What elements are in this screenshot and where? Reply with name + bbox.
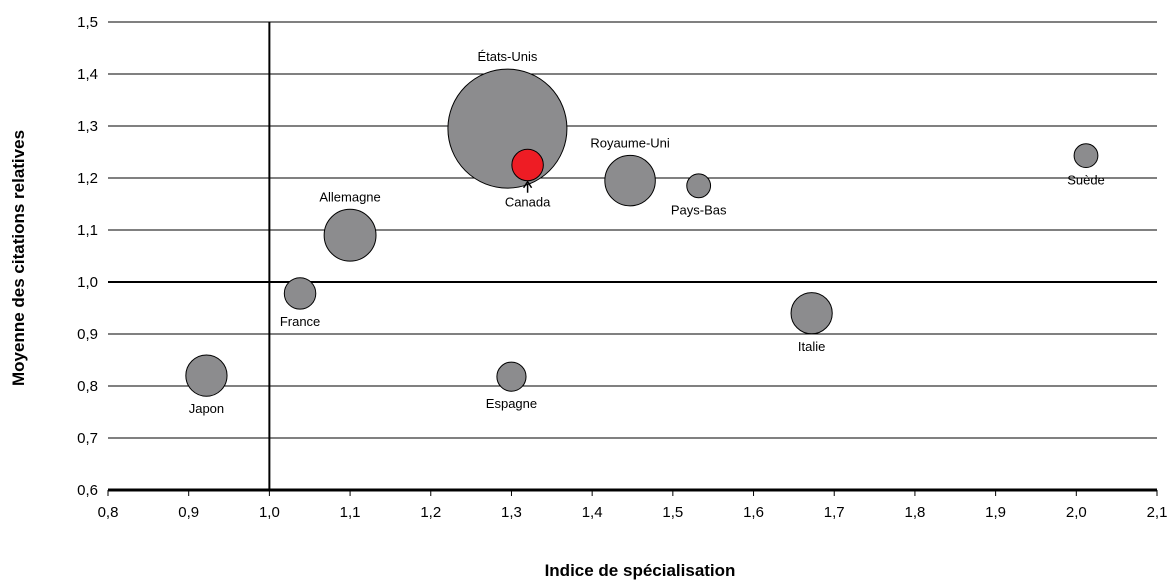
x-tick-label: 1,9 xyxy=(985,504,1006,521)
bubble-label-allemagne: Allemagne xyxy=(319,189,380,204)
y-tick-label: 1,1 xyxy=(77,222,98,239)
y-tick-label: 1,2 xyxy=(77,170,98,187)
bubble-label-suede: Suède xyxy=(1067,173,1105,188)
bubble-japon xyxy=(185,354,228,397)
x-tick-label: 1,1 xyxy=(340,504,361,521)
x-tick-label: 2,1 xyxy=(1147,504,1168,521)
y-tick-label: 1,4 xyxy=(77,66,98,83)
x-tick-label: 1,4 xyxy=(582,504,603,521)
bubble-label-italie: Italie xyxy=(798,339,825,354)
bubble-label-japon: Japon xyxy=(189,401,224,416)
y-tick-label: 1,0 xyxy=(77,274,98,291)
x-tick-label: 2,0 xyxy=(1066,504,1087,521)
bubble-etats-unis xyxy=(447,68,568,189)
x-axis-title: Indice de spécialisation xyxy=(545,561,736,580)
x-tick-label: 1,6 xyxy=(743,504,764,521)
bubble-espagne xyxy=(496,361,527,392)
x-tick-label: 0,8 xyxy=(98,504,119,521)
y-tick-label: 1,5 xyxy=(77,14,98,31)
y-axis-ticks: 0,6 0,7 0,8 0,9 1,0 1,1 1,2 1,3 1,4 1,5 xyxy=(77,14,98,499)
gridlines xyxy=(108,21,1157,492)
bubble-italie xyxy=(790,292,833,335)
x-axis-ticks: 0,8 0,9 1,0 1,1 1,2 1,3 1,4 1,5 1,6 1,7 1,8 1,9 2,0 2… xyxy=(98,490,1168,521)
bubble-label-espagne: Espagne xyxy=(486,396,537,411)
bubble-allemagne xyxy=(323,208,377,262)
y-tick-label: 0,9 xyxy=(77,326,98,343)
x-tick-label: 1,2 xyxy=(420,504,441,521)
y-tick-label: 1,3 xyxy=(77,118,98,135)
arrow-head-icon xyxy=(522,180,533,189)
y-tick-label: 0,6 xyxy=(77,482,98,499)
x-tick-label: 0,9 xyxy=(178,504,199,521)
y-tick-label: 0,8 xyxy=(77,378,98,395)
bubble-france xyxy=(283,277,317,310)
bubble-suede xyxy=(1073,143,1099,169)
x-tick-label: 1,8 xyxy=(904,504,925,521)
bubble-royaume-uni xyxy=(604,154,656,207)
bubble-label-royaume-uni: Royaume-Uni xyxy=(590,135,670,150)
bubble-pays-bas xyxy=(686,173,712,199)
y-axis-title: Moyenne des citations relatives xyxy=(9,130,28,386)
x-tick-label: 1,3 xyxy=(501,504,522,521)
bubble-labels: États-Unis Canada Royaume-Uni Pays-Bas Suède… xyxy=(189,49,1105,416)
bubble-label-pays-bas: Pays-Bas xyxy=(671,203,727,218)
x-tick-label: 1,0 xyxy=(259,504,280,521)
y-tick-label: 0,7 xyxy=(77,430,98,447)
bubble-label-canada: Canada xyxy=(505,195,551,210)
x-tick-label: 1,7 xyxy=(824,504,845,521)
bubble-label-etats-unis: États-Unis xyxy=(477,49,537,64)
bubbles xyxy=(185,68,1099,397)
x-tick-label: 1,5 xyxy=(662,504,683,521)
bubble-label-france: France xyxy=(280,314,320,329)
bubble-canada xyxy=(511,148,544,182)
